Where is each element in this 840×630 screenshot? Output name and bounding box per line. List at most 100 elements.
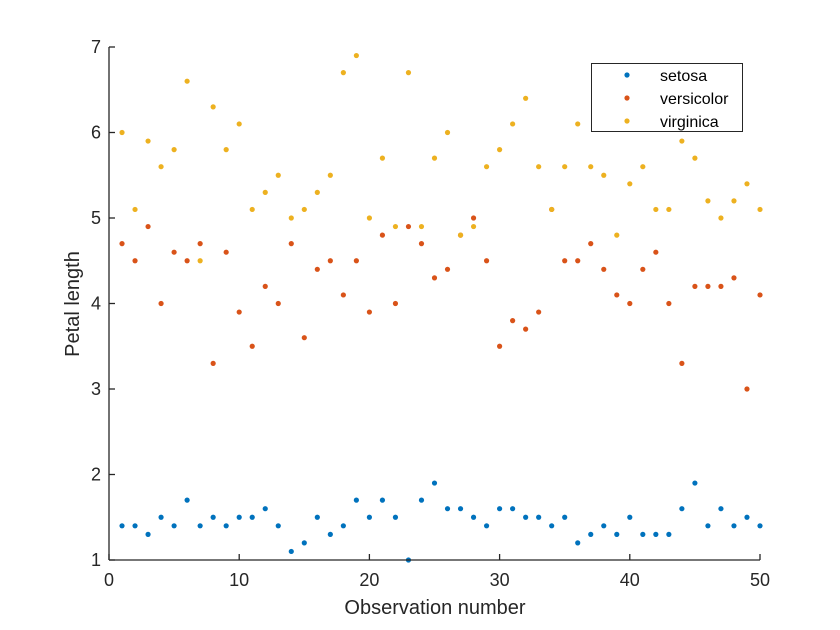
data-point-setosa [184,497,190,503]
data-point-versicolor [327,258,333,264]
data-point-versicolor [510,318,516,324]
data-point-virginica [392,223,399,230]
data-point-versicolor [340,292,346,298]
data-point-virginica [444,129,451,136]
data-point-virginica [510,121,516,127]
data-point-versicolor [731,275,737,281]
data-point-setosa [353,497,359,503]
x-tick-label: 20 [359,570,379,590]
data-point-setosa [731,523,737,529]
data-point-virginica [483,164,490,170]
data-point-setosa [718,506,724,512]
y-tick-label: 6 [91,123,101,143]
y-ticks: 1 2 3 4 5 6 7 [91,37,115,570]
data-point-virginica [210,104,216,110]
data-point-setosa [614,531,620,537]
data-point-virginica [301,206,307,213]
series-virginica [119,52,763,264]
data-point-virginica [327,172,333,178]
data-point-versicolor [275,300,281,307]
y-tick-label: 2 [91,465,101,485]
legend: setosa versicolor virginica [591,63,743,132]
data-point-versicolor [666,300,672,307]
data-point-virginica [184,78,190,84]
data-point-setosa [692,480,698,486]
data-point-versicolor [392,300,399,307]
data-point-versicolor [314,266,320,272]
data-point-virginica [379,155,386,161]
data-point-virginica [666,206,672,213]
x-tick-label: 0 [104,570,114,590]
data-point-setosa [483,523,490,529]
data-point-setosa [431,480,438,486]
data-point-setosa [210,514,216,520]
data-point-versicolor [236,309,242,315]
data-point-versicolor [444,266,451,272]
data-point-versicolor [197,241,203,247]
legend-marker-versicolor [624,95,630,101]
data-point-virginica [171,147,177,153]
data-point-virginica [366,215,372,221]
data-point-virginica [549,206,555,213]
data-point-setosa [562,514,568,520]
data-point-versicolor [171,249,177,255]
data-point-virginica [718,215,724,221]
data-point-virginica [457,232,464,238]
data-point-virginica [731,198,737,204]
data-point-versicolor [536,309,542,315]
legend-box [591,63,743,132]
data-point-virginica [627,181,633,187]
data-point-versicolor [523,326,529,332]
y-tick-label: 7 [91,37,101,57]
data-point-versicolor [353,258,359,264]
data-point-virginica [523,95,529,101]
data-point-setosa [288,548,294,555]
data-point-setosa [301,540,307,546]
data-point-setosa [627,514,633,520]
data-point-virginica [132,206,138,213]
data-point-versicolor [562,258,568,264]
data-point-virginica [653,206,659,213]
data-point-setosa [575,540,581,546]
data-point-versicolor [249,343,255,349]
data-point-virginica [705,198,711,204]
data-point-versicolor [366,309,372,315]
x-tick-label: 50 [750,570,770,590]
data-point-virginica [353,52,359,59]
data-point-virginica [158,164,164,170]
data-point-setosa [275,523,281,529]
data-point-versicolor [431,275,438,281]
data-point-setosa [171,523,177,529]
data-point-setosa [366,514,372,520]
data-point-versicolor [653,249,659,255]
data-point-virginica [197,258,203,264]
data-point-versicolor [601,266,607,272]
series-setosa [119,480,763,563]
data-point-versicolor [119,241,125,247]
points-layer [119,52,763,563]
data-point-virginica [314,189,320,195]
legend-label-setosa: setosa [660,68,707,85]
data-point-versicolor [262,283,268,289]
legend-label-versicolor: versicolor [660,91,729,108]
data-point-setosa [236,514,242,520]
data-point-virginica [601,172,607,178]
data-point-virginica [249,206,255,213]
data-point-setosa [470,514,477,520]
data-point-setosa [158,514,164,520]
x-tick-label: 30 [490,570,510,590]
y-tick-label: 1 [91,550,101,570]
data-point-versicolor [379,232,386,238]
data-point-virginica [575,121,581,127]
data-point-versicolor [588,241,594,247]
data-point-versicolor [744,386,750,392]
data-point-virginica [757,206,763,213]
data-point-setosa [145,531,151,537]
y-tick-label: 5 [91,208,101,228]
data-point-setosa [536,514,542,520]
data-point-setosa [744,514,750,520]
data-point-versicolor [418,241,425,247]
data-point-versicolor [223,249,229,255]
y-tick-label: 4 [91,294,101,314]
data-point-virginica [431,155,438,161]
